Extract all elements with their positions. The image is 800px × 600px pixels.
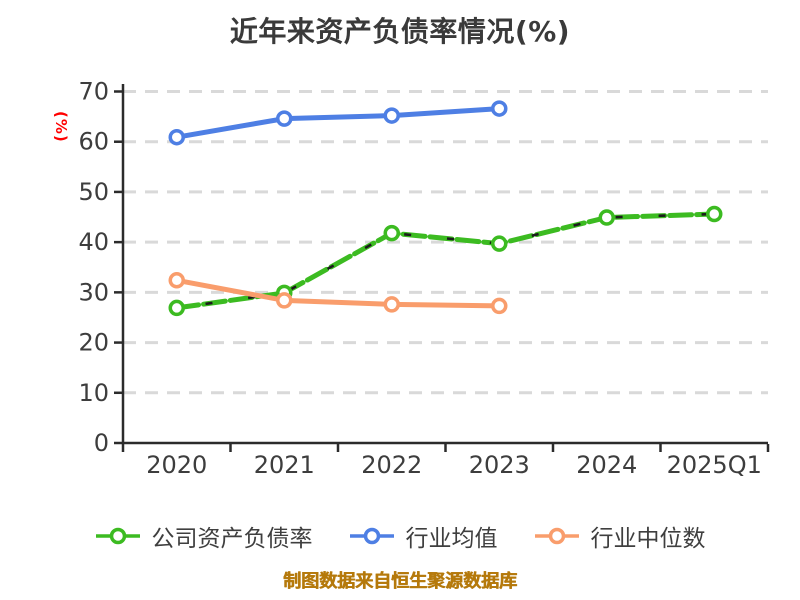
x-tick-label-2021: 2021 bbox=[254, 451, 315, 479]
x-tick-label-2024: 2024 bbox=[576, 451, 637, 479]
data-source-note: 制图数据来自恒生聚源数据库 bbox=[283, 571, 517, 592]
legend-item-industry-median: 行业中位数 bbox=[534, 519, 706, 553]
y-axis-unit-label: (%) bbox=[52, 111, 70, 143]
data-point-1-2021 bbox=[276, 110, 293, 127]
data-point-1-2020 bbox=[168, 128, 185, 146]
legend-item-industry-mean: 行业均值 bbox=[349, 519, 498, 553]
data-point-1-2023 bbox=[491, 100, 508, 117]
data-point-0-2022 bbox=[383, 224, 400, 242]
chart-title: 近年来资产负债率情况(%) bbox=[229, 15, 571, 48]
y-tick-label-0: 0 bbox=[94, 429, 109, 457]
data-point-1-2022 bbox=[383, 107, 400, 124]
legend-marker-company-ratio-icon bbox=[95, 527, 140, 545]
y-tick-label-20: 20 bbox=[78, 329, 109, 357]
legend-label-industry-mean: 行业均值 bbox=[405, 526, 498, 552]
legend-label-industry-median: 行业中位数 bbox=[590, 526, 706, 552]
y-tick-label-10: 10 bbox=[78, 379, 109, 407]
data-point-2-2020 bbox=[168, 272, 185, 289]
legend-marker-industry-median-icon bbox=[534, 527, 579, 545]
y-tick-label-40: 40 bbox=[78, 228, 109, 256]
x-tick-label-2020: 2020 bbox=[146, 451, 207, 479]
series-line-2 bbox=[174, 277, 502, 309]
x-tick-label-2022: 2022 bbox=[361, 451, 422, 479]
legend-item-company-ratio: 公司资产负债率 bbox=[95, 519, 313, 553]
x-tick-label-2023: 2023 bbox=[469, 451, 530, 479]
data-point-0-2020 bbox=[168, 299, 185, 317]
y-tick-label-50: 50 bbox=[78, 178, 109, 206]
data-point-0-2025Q1 bbox=[706, 205, 723, 223]
data-point-2-2021 bbox=[276, 292, 293, 309]
y-tick-label-60: 60 bbox=[78, 128, 109, 156]
legend: 公司资产负债率 行业均值 行业中位数 bbox=[0, 519, 800, 553]
legend-label-company-ratio: 公司资产负债率 bbox=[151, 526, 313, 552]
legend-marker-industry-mean-icon bbox=[349, 527, 394, 545]
plot-built-layer: 0 10 20 30 40 50 60 70 2020 2021 2022 2023 2024 2025Q… bbox=[78, 78, 770, 479]
y-tick-label-30: 30 bbox=[78, 278, 109, 306]
y-tick-label-70: 70 bbox=[78, 78, 109, 106]
x-tick-label-2025Q1: 2025Q1 bbox=[667, 451, 762, 479]
data-point-2-2022 bbox=[383, 296, 400, 313]
data-point-0-2023 bbox=[491, 235, 508, 252]
series-line-1 bbox=[174, 106, 502, 140]
data-point-0-2024 bbox=[598, 209, 615, 226]
data-point-2-2023 bbox=[491, 297, 508, 315]
